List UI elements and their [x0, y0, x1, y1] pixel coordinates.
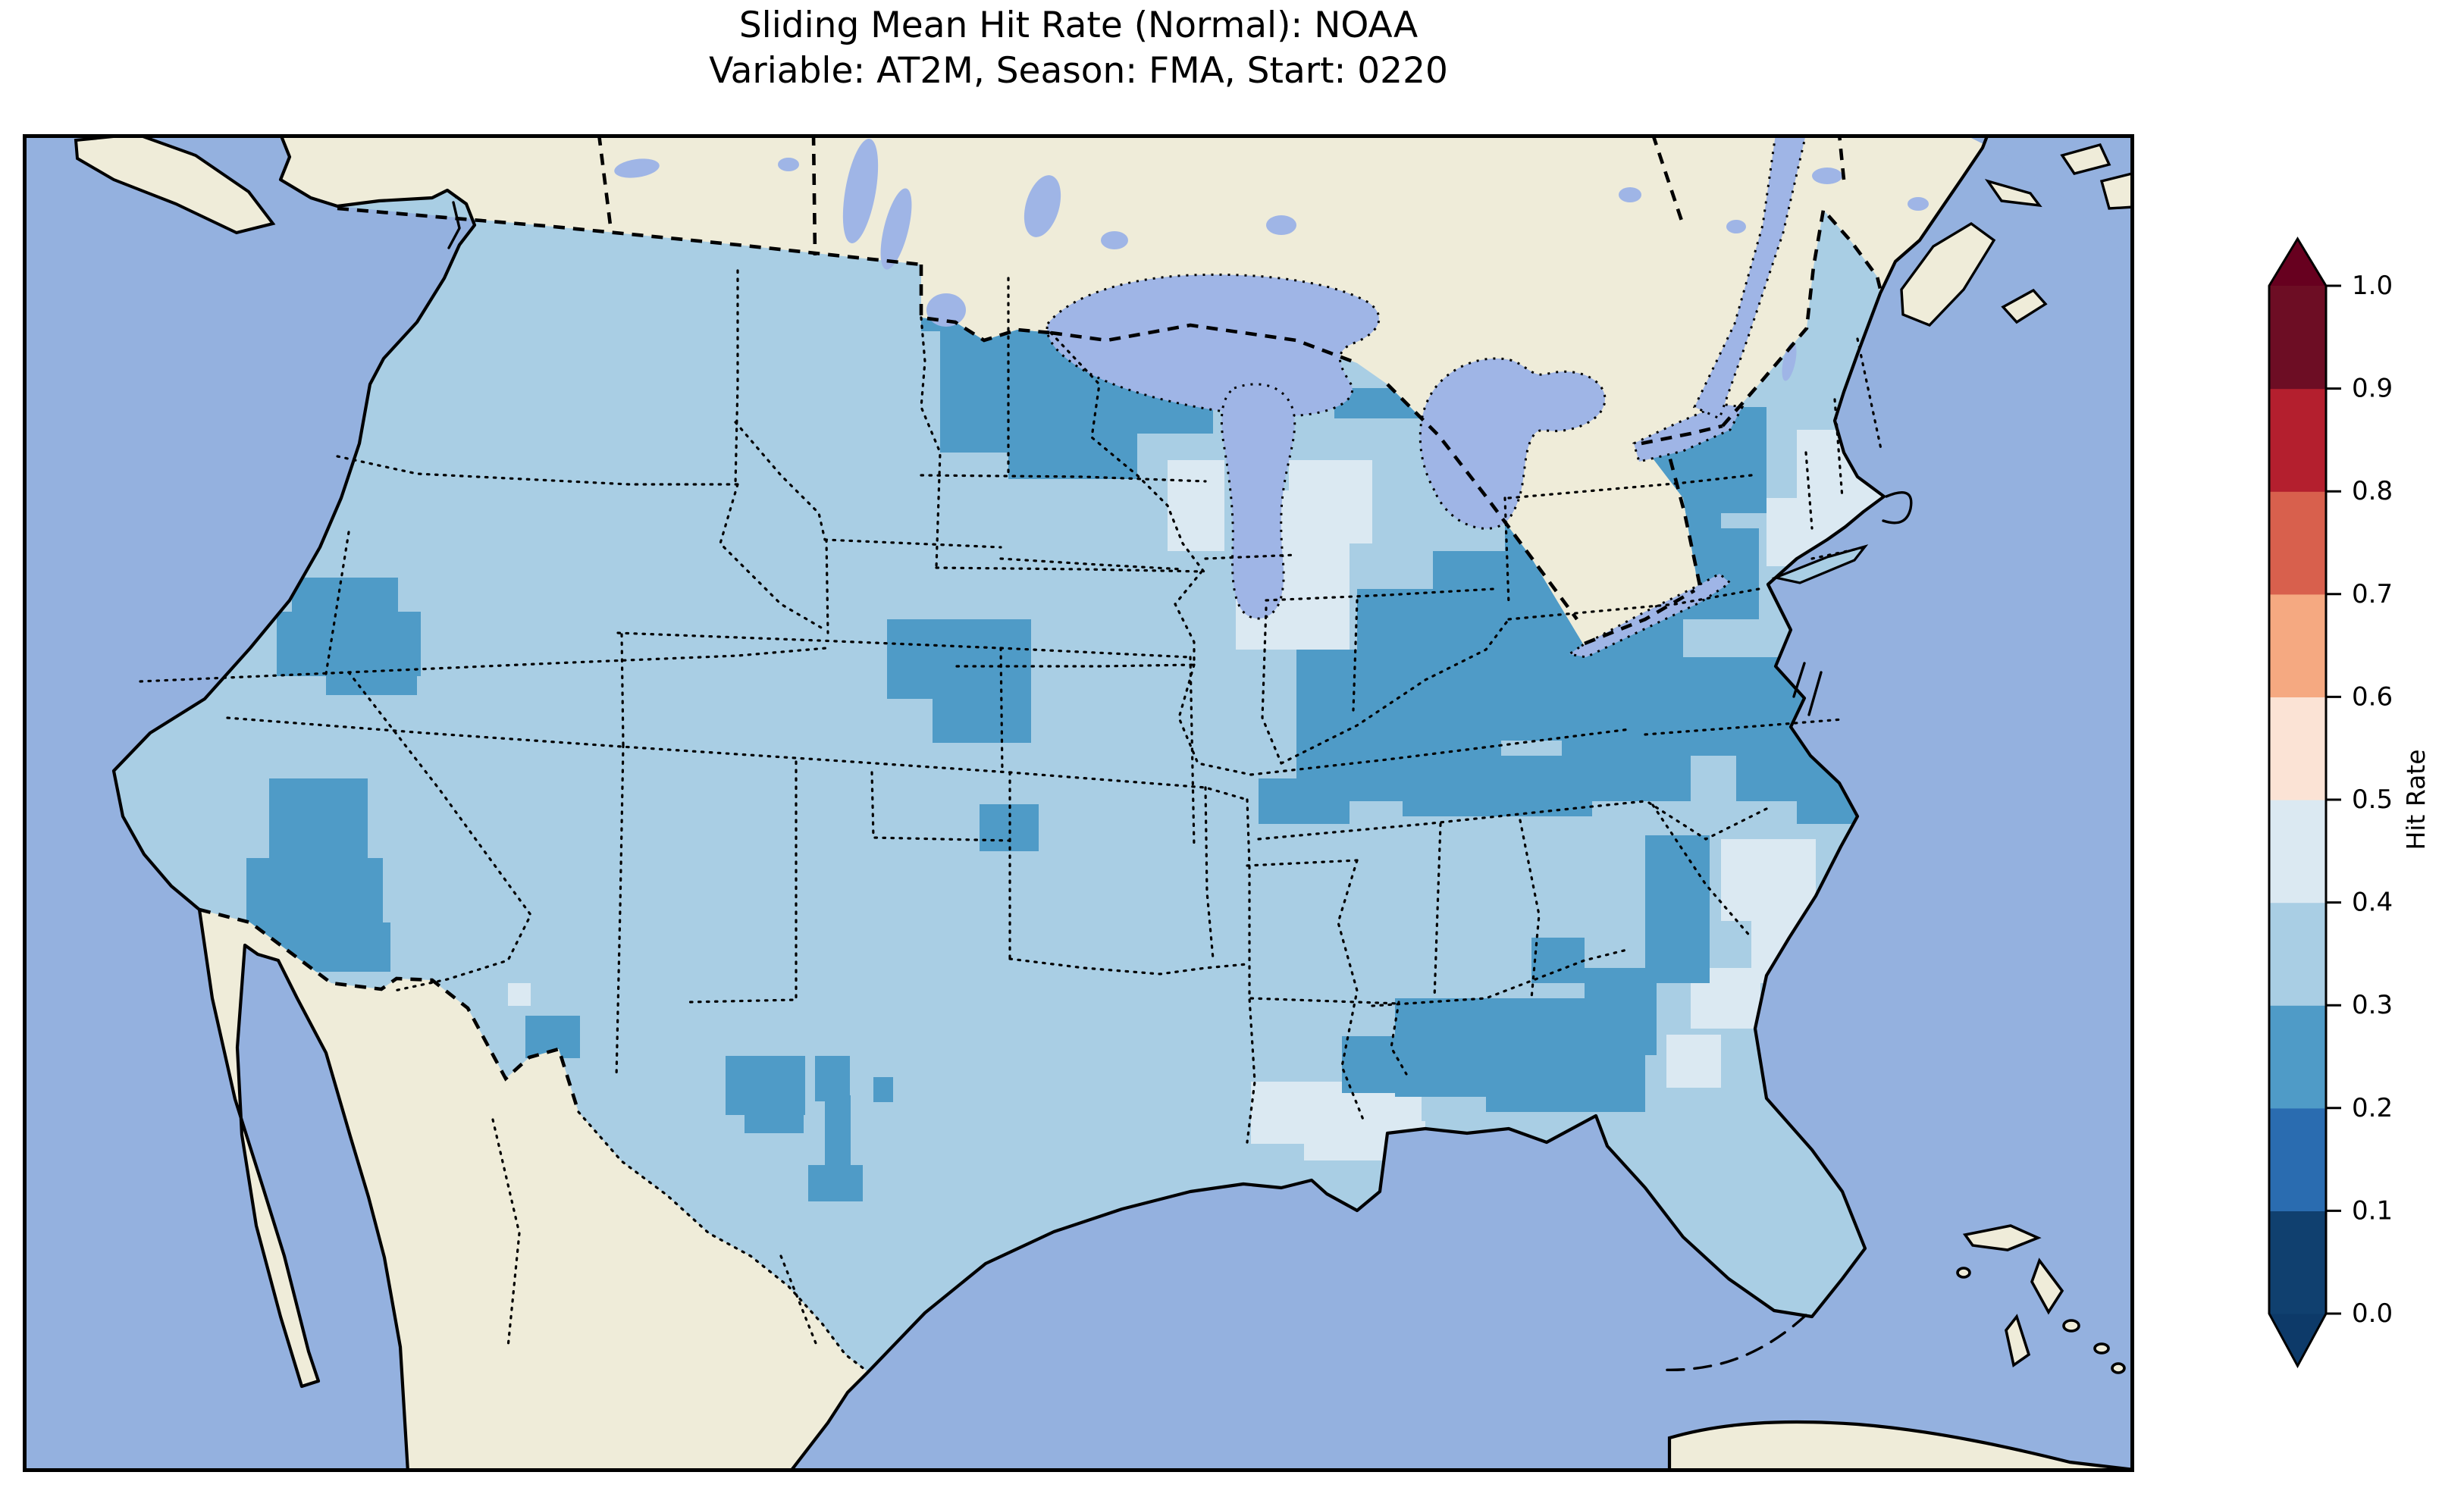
bahamas: [1956, 1224, 2126, 1374]
pacific-coastline: [111, 134, 477, 1472]
vancouver-island: [74, 134, 276, 235]
gulf-atlantic-coastline: [788, 134, 1990, 1472]
colorbar-tick-label: 0.7: [2352, 579, 2393, 609]
colorbar-tick-label: 0.4: [2352, 888, 2393, 918]
colorbar-tick-label: 0.5: [2352, 785, 2393, 815]
figure-title: Sliding Mean Hit Rate (Normal): NOAA Var…: [23, 3, 2134, 94]
colorbar-bin-0: [2269, 1211, 2326, 1314]
colorbar-tick-label: 0.2: [2352, 1093, 2393, 1123]
map-axes: [23, 134, 2134, 1472]
title-line-1: Sliding Mean Hit Rate (Normal): NOAA: [738, 5, 1419, 46]
colorbar-bin-8: [2269, 388, 2326, 492]
colorbar-tick-label: 0.0: [2352, 1298, 2393, 1329]
colorbar-bin-3: [2269, 902, 2326, 1006]
colorbar-bin-7: [2269, 491, 2326, 595]
cape-cod: [1882, 491, 1913, 525]
conus-hit-rate-map: [23, 134, 2134, 1472]
colorbar-bin-1: [2269, 1107, 2326, 1211]
chesapeake-bay: [1792, 662, 1823, 716]
colorbar-under-arrow: [2269, 1314, 2326, 1366]
cuba: [1667, 1420, 2134, 1472]
colorbar-bin-4: [2269, 800, 2326, 904]
national-borders: [199, 134, 1884, 1373]
atlantic-canada-islands: [1900, 143, 2134, 327]
colorbar-axis-label: Hit Rate: [2401, 749, 2431, 850]
colorbar-svg: 0.0 0.1 0.2 0.3 0.4 0.5 0.6 0.7 0.8 0.9 1.0 Hit Rat…: [2268, 236, 2431, 1369]
state-borders: [139, 269, 1883, 1348]
colorbar-over-arrow: [2269, 239, 2326, 286]
colorbar-tick-label: 0.3: [2352, 990, 2393, 1020]
colorbar-tick-label: 0.1: [2352, 1195, 2393, 1226]
map-frame: [23, 134, 2134, 1472]
colorbar-bin-2: [2269, 1005, 2326, 1109]
florida-keys: [1659, 1314, 1807, 1371]
colorbar-tick-label: 0.6: [2352, 681, 2393, 712]
puget-sound: [447, 201, 461, 249]
colorbar-bin-5: [2269, 697, 2326, 800]
colorbar-tick-label: 0.9: [2352, 374, 2393, 404]
colorbar-tick-label: 1.0: [2352, 271, 2393, 301]
title-line-2: Variable: AT2M, Season: FMA, Start: 0220: [709, 50, 1448, 92]
colorbar-bin-6: [2269, 594, 2326, 697]
long-island: [1771, 544, 1869, 584]
colorbar-tick-label: 0.8: [2352, 476, 2393, 506]
colorbar-bin-9: [2269, 286, 2326, 390]
colorbar: 0.0 0.1 0.2 0.3 0.4 0.5 0.6 0.7 0.8 0.9 1.0 Hit Rat…: [2244, 227, 2464, 1410]
